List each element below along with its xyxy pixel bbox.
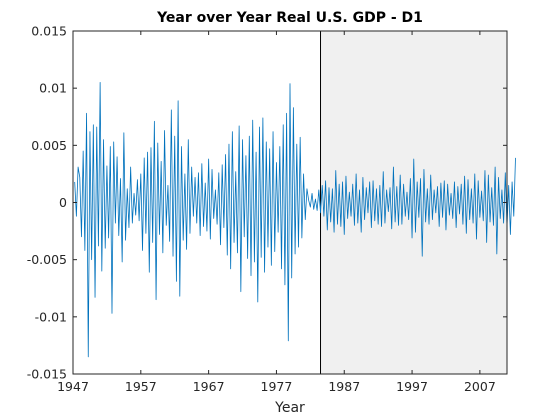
x-tick-label: 1967 xyxy=(193,379,225,394)
x-tick-label: 1997 xyxy=(396,379,428,394)
x-tick-label: 1957 xyxy=(125,379,157,394)
y-axis: 0.015 0.01 0.005 0 -0.005 -0.01 -0.015 xyxy=(27,24,507,382)
y-tick-label: 0.01 xyxy=(39,81,67,96)
x-axis: 1947 1957 1967 1977 1987 1997 2007 xyxy=(57,31,496,394)
x-tick-label: 1987 xyxy=(328,379,360,394)
y-tick-label: -0.005 xyxy=(27,252,67,267)
y-tick-label: 0.005 xyxy=(31,138,67,153)
chart-title: Year over Year Real U.S. GDP - D1 xyxy=(156,10,423,26)
x-tick-label: 2007 xyxy=(464,379,496,394)
x-tick-label: 1977 xyxy=(261,379,293,394)
y-tick-label: 0.015 xyxy=(31,24,67,39)
x-tick-label: 1947 xyxy=(57,379,89,394)
y-tick-label: -0.01 xyxy=(35,309,67,324)
series-line xyxy=(74,82,516,358)
y-tick-label: 0 xyxy=(59,195,67,210)
x-axis-label: Year xyxy=(274,400,305,416)
y-tick-label: -0.015 xyxy=(27,367,67,382)
